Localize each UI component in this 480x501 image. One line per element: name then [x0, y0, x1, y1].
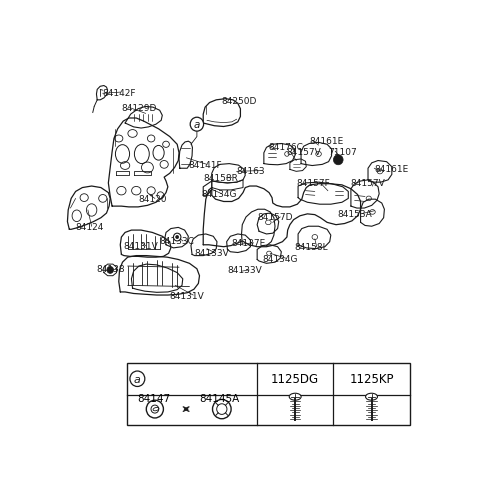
Text: 1125KP: 1125KP [349, 373, 394, 385]
Text: 84158L: 84158L [294, 242, 328, 252]
Text: 84137E: 84137E [231, 239, 265, 248]
Text: a: a [194, 120, 200, 130]
Text: 84134G: 84134G [202, 190, 237, 199]
Text: 84141F: 84141F [188, 160, 222, 169]
Text: 84153A: 84153A [337, 210, 372, 219]
Circle shape [146, 400, 163, 418]
Text: 84124: 84124 [75, 222, 103, 231]
Text: 84133V: 84133V [228, 266, 262, 275]
Text: 1125DG: 1125DG [271, 373, 319, 385]
Circle shape [107, 267, 114, 274]
Circle shape [190, 118, 204, 132]
Text: 84157F: 84157F [296, 178, 330, 187]
Text: 84147: 84147 [137, 393, 170, 403]
Text: 84133V: 84133V [194, 248, 228, 258]
Ellipse shape [366, 393, 377, 400]
Text: 84157D: 84157D [257, 213, 293, 222]
Text: 84158R: 84158R [203, 173, 238, 182]
Circle shape [173, 233, 181, 241]
Text: 84163: 84163 [237, 167, 265, 176]
Text: 84120: 84120 [138, 194, 167, 203]
Text: 84145A: 84145A [200, 393, 240, 403]
Circle shape [176, 236, 179, 239]
Text: 84134G: 84134G [263, 255, 298, 264]
Text: a: a [134, 374, 141, 384]
Text: 84142F: 84142F [103, 88, 136, 97]
Ellipse shape [289, 393, 301, 400]
Circle shape [130, 371, 145, 387]
Text: 84131V: 84131V [123, 241, 158, 250]
Text: 84129D: 84129D [121, 104, 157, 113]
Text: 84138: 84138 [96, 265, 125, 274]
Bar [127, 363, 410, 425]
Circle shape [334, 155, 343, 165]
Text: 84161E: 84161E [309, 137, 344, 146]
Text: 71107: 71107 [328, 147, 357, 156]
Circle shape [213, 400, 231, 419]
Text: 84157V: 84157V [286, 147, 321, 156]
Text: 84176C: 84176C [268, 142, 303, 151]
Text: 84250D: 84250D [222, 97, 257, 106]
Text: 84131V: 84131V [170, 291, 204, 300]
Text: 84157V: 84157V [350, 178, 385, 187]
Text: 84161E: 84161E [374, 164, 408, 173]
Text: 84133C: 84133C [160, 237, 194, 246]
